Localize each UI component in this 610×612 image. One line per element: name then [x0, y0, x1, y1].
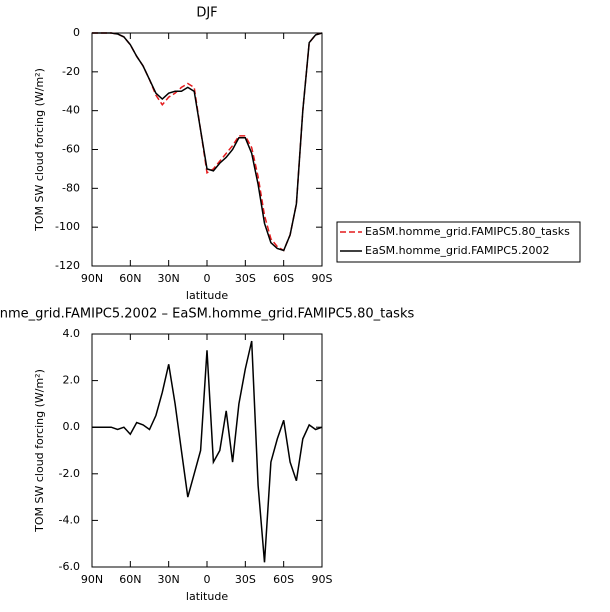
legend-label: EaSM.homme_grid.FAMIPC5.80_tasks [365, 225, 570, 238]
y-tick-label: -2.0 [59, 467, 80, 480]
x-axis-label: latitude [186, 590, 228, 603]
x-axis-label: latitude [186, 289, 228, 302]
legend-frame [336, 221, 581, 263]
x-tick-label: 90S [312, 272, 333, 285]
x-tick-label: 60N [119, 272, 141, 285]
y-tick-label: -60 [62, 143, 80, 156]
data-line [92, 32, 323, 252]
legend-label: EaSM.homme_grid.FAMIPC5.2002 [365, 244, 549, 257]
chart-title: nme_grid.FAMIPC5.2002 – EaSM.homme_grid.… [0, 307, 414, 322]
y-tick-label: -20 [62, 65, 80, 78]
y-axis-label: TOM SW cloud forcing (W/m²) [33, 68, 46, 232]
y-tick-label: -6.0 [59, 560, 80, 573]
y-tick-label: 0 [73, 26, 80, 39]
x-tick-label: 90N [81, 573, 103, 586]
x-tick-label: 30S [235, 272, 256, 285]
data-line [92, 340, 323, 563]
x-tick-label: 30N [158, 573, 180, 586]
x-tick-label: 0 [204, 573, 211, 586]
y-tick-label: 2.0 [63, 374, 81, 387]
x-tick-label: 60N [119, 573, 141, 586]
x-tick-label: 30N [158, 272, 180, 285]
y-tick-label: -40 [62, 104, 80, 117]
x-tick-label: 0 [204, 272, 211, 285]
y-tick-label: -80 [62, 181, 80, 194]
y-tick-label: 0.0 [63, 420, 81, 433]
data-line [92, 32, 323, 252]
x-tick-label: 60S [273, 272, 294, 285]
plot-frame [91, 333, 323, 568]
y-tick-label: -120 [55, 259, 80, 272]
x-tick-label: 90S [312, 573, 333, 586]
y-axis-label: TOM SW cloud forcing (W/m²) [33, 369, 46, 533]
y-tick-label: -4.0 [59, 513, 80, 526]
y-tick-label: 4.0 [63, 327, 81, 340]
x-tick-label: 60S [273, 573, 294, 586]
x-tick-label: 90N [81, 272, 103, 285]
plot-frame [91, 32, 323, 267]
y-tick-label: -100 [55, 220, 80, 233]
chart-title: DJF [196, 6, 217, 21]
x-tick-label: 30S [235, 573, 256, 586]
